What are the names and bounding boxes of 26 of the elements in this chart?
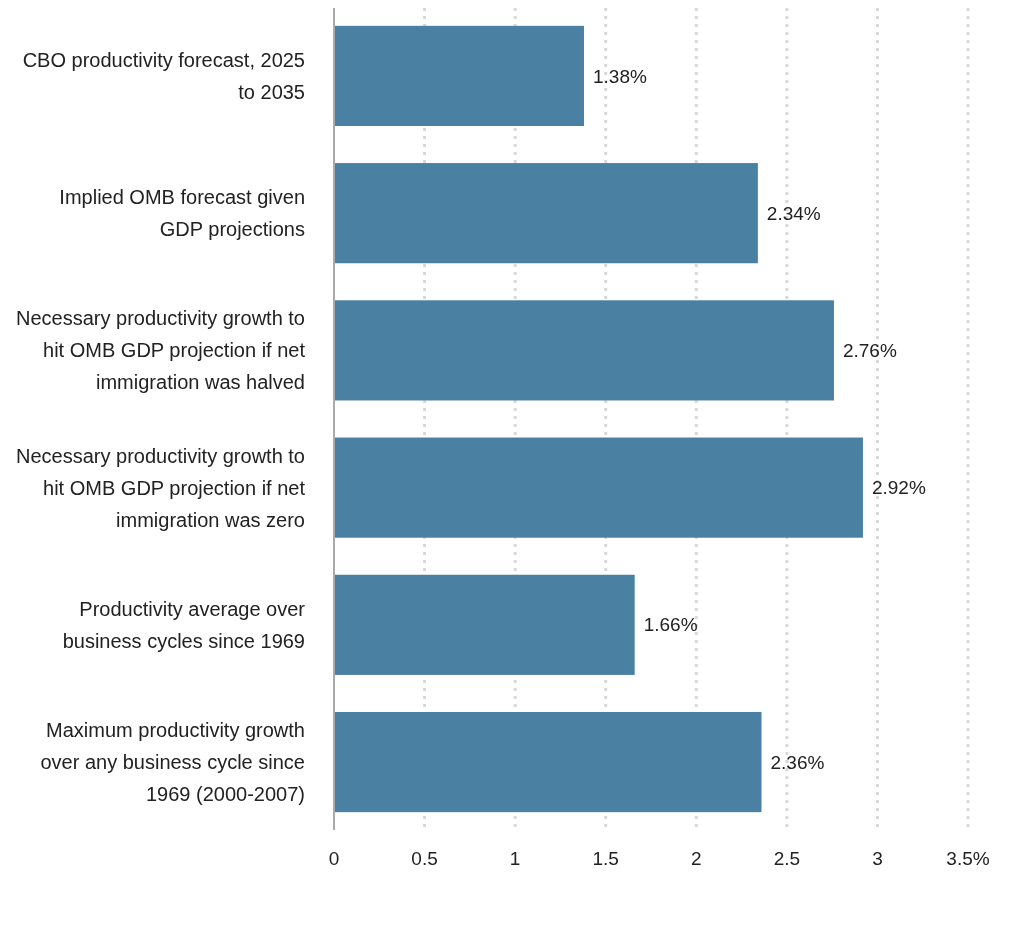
bar — [334, 574, 635, 675]
data-label: 2.92% — [871, 477, 926, 499]
data-label: 1.66% — [643, 614, 698, 636]
y-tick-label: Productivity average over business cycles since 1969 — [62, 597, 306, 652]
y-tick-label: Implied OMB forecast given GDP projections — [59, 186, 305, 241]
data-label: 2.76% — [842, 340, 897, 362]
bar — [334, 711, 762, 813]
bar — [334, 25, 584, 127]
data-label: 2.34% — [766, 202, 821, 224]
x-tick-label: 1 — [509, 848, 521, 869]
x-tick-label: 0.5 — [411, 848, 438, 869]
bar — [334, 300, 834, 401]
x-tick-label: 0 — [328, 848, 340, 869]
bar — [334, 437, 863, 538]
y-tick-label: Necessary productivity growth to hit OMB GDP projection if net immigration was halved — [15, 307, 306, 394]
y-tick-label: Necessary productivity growth to hit OMB GDP projection if net immigration was zero — [15, 444, 306, 531]
x-tick-label: 2 — [691, 848, 702, 869]
x-tick-label: 2.5 — [773, 848, 801, 869]
x-tick-label: 1.5 — [592, 848, 619, 869]
data-label: 2.36% — [770, 751, 825, 773]
x-tick-label: 3.5% — [946, 848, 990, 869]
x-tick-label: 3 — [872, 848, 883, 869]
bar — [334, 163, 758, 264]
data-label: 1.38% — [592, 65, 647, 87]
y-tick-label: Maximum productivity growth over any business cycle since 1969 (2000-2007) — [40, 719, 305, 806]
y-tick-label: CBO productivity forecast, 2025 to 2035 — [22, 48, 305, 103]
